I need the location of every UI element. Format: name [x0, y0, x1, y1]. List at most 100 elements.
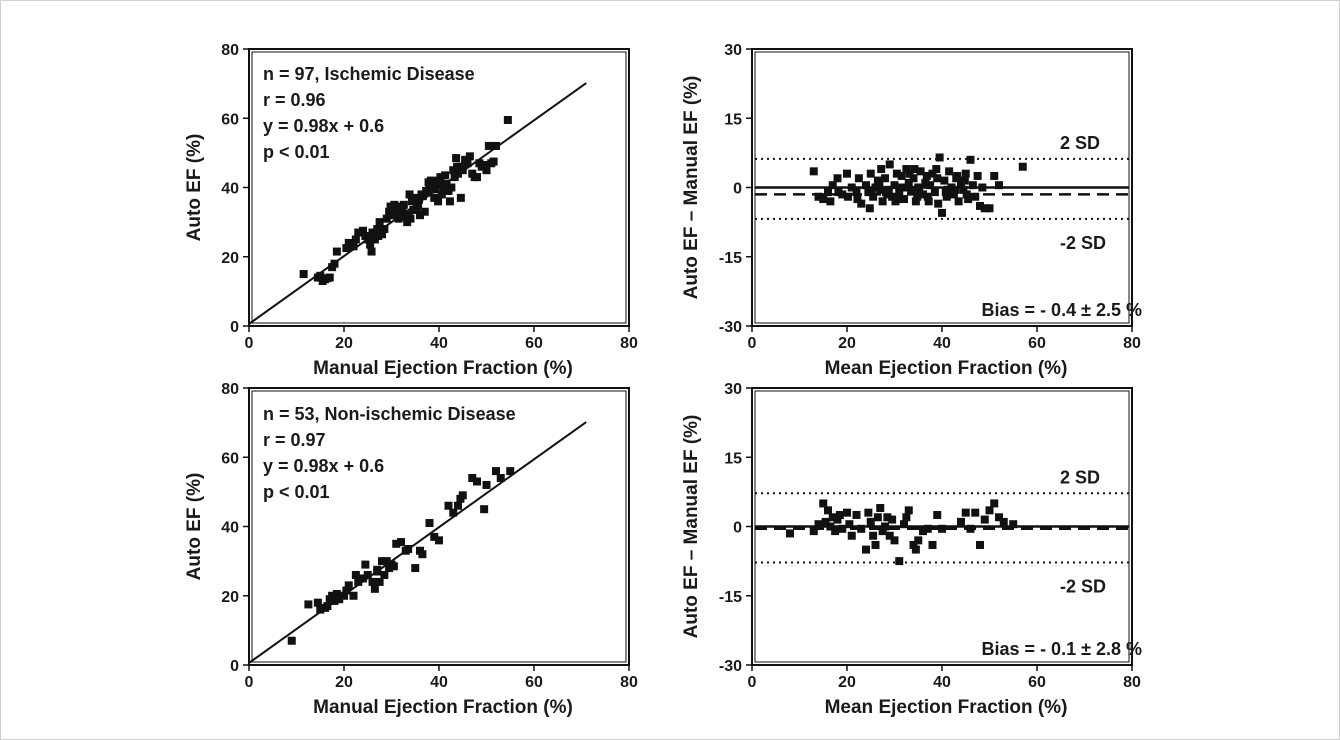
data-point	[492, 467, 500, 476]
data-point	[909, 540, 918, 549]
data-point	[465, 152, 474, 161]
data-point	[437, 190, 446, 199]
data-point	[877, 165, 886, 174]
data-point	[809, 527, 818, 536]
data-point	[826, 197, 835, 206]
data-point	[435, 536, 443, 545]
x-tick-label: 60	[525, 674, 543, 691]
data-point	[397, 212, 405, 221]
data-point	[913, 192, 922, 201]
data-point	[415, 195, 424, 204]
data-point	[878, 527, 887, 536]
data-point	[492, 141, 500, 150]
data-point	[885, 531, 894, 540]
data-point	[447, 183, 456, 192]
data-point	[990, 499, 999, 508]
data-point	[990, 171, 999, 180]
x-tick-label: 0	[245, 674, 254, 691]
x-tick-label: 40	[430, 335, 448, 352]
y-tick-label: 30	[724, 42, 742, 59]
data-point	[368, 228, 377, 237]
data-point	[934, 199, 943, 208]
data-point	[1009, 520, 1018, 529]
data-point	[316, 271, 325, 280]
y-tick-label: 40	[221, 520, 239, 537]
data-point	[923, 192, 932, 201]
x-tick-label: 0	[245, 335, 254, 352]
data-point	[871, 183, 880, 192]
data-point	[985, 204, 994, 213]
data-point	[871, 540, 880, 549]
data-point	[924, 197, 933, 206]
data-point	[342, 586, 351, 595]
data-point	[945, 167, 954, 176]
data-point	[349, 242, 358, 251]
y-axis-label: Auto EF (%)	[184, 473, 205, 581]
data-point	[503, 115, 512, 124]
y-tick-label: 60	[221, 450, 239, 467]
stats-annotation: n = 53, Non-ischemic Disease	[263, 404, 516, 424]
data-point	[368, 577, 377, 586]
data-point	[951, 185, 960, 194]
data-point	[964, 195, 973, 204]
data-point	[943, 185, 952, 194]
y-tick-label: -15	[719, 250, 742, 267]
data-point	[425, 519, 434, 528]
data-point	[484, 141, 493, 150]
stats-annotation: p < 0.01	[263, 142, 330, 162]
data-point	[909, 174, 918, 183]
data-point	[454, 169, 462, 178]
data-point	[351, 235, 360, 244]
data-point	[363, 235, 372, 244]
data-point	[962, 190, 971, 199]
stats-annotation: p < 0.01	[263, 482, 330, 502]
data-point	[960, 176, 969, 185]
plot-inner-frame	[251, 51, 627, 324]
data-point	[976, 201, 984, 210]
data-point	[976, 540, 984, 549]
x-tick-label: 40	[430, 674, 448, 691]
data-point	[853, 195, 862, 204]
y-tick-label: 20	[221, 589, 239, 606]
data-point	[441, 171, 450, 180]
data-point	[389, 562, 398, 571]
regression-line	[248, 421, 587, 664]
data-point	[890, 181, 899, 190]
data-point	[905, 169, 914, 178]
x-tick-label: 40	[933, 335, 951, 352]
data-point	[342, 244, 351, 253]
data-point	[954, 197, 963, 206]
data-point	[838, 524, 847, 533]
data-point	[885, 160, 894, 169]
y-tick-label: 15	[724, 111, 742, 128]
data-point	[382, 214, 391, 223]
data-point	[928, 540, 937, 549]
data-point	[378, 557, 386, 566]
data-point	[902, 513, 911, 522]
data-point	[864, 508, 873, 517]
data-point	[482, 480, 491, 489]
x-tick-label: 0	[748, 335, 757, 352]
data-point	[968, 181, 977, 190]
data-point	[904, 506, 913, 515]
data-point	[414, 200, 423, 209]
lower-sd-label: -2 SD	[1060, 233, 1106, 253]
stats-annotation: y = 0.98x + 0.6	[263, 116, 384, 136]
data-point	[344, 238, 353, 247]
data-point	[418, 550, 427, 559]
x-tick-label: 20	[335, 335, 353, 352]
data-point	[420, 207, 429, 216]
data-point	[881, 188, 890, 197]
data-point	[506, 467, 515, 476]
data-point	[406, 214, 415, 223]
x-tick-label: 80	[1123, 335, 1141, 352]
data-point	[961, 169, 970, 178]
data-point	[335, 595, 344, 604]
data-point	[473, 477, 481, 486]
data-point	[903, 183, 912, 192]
data-point	[940, 176, 949, 185]
data-point	[480, 505, 489, 514]
data-point	[914, 536, 923, 545]
data-point	[881, 522, 889, 531]
data-point	[923, 524, 932, 533]
